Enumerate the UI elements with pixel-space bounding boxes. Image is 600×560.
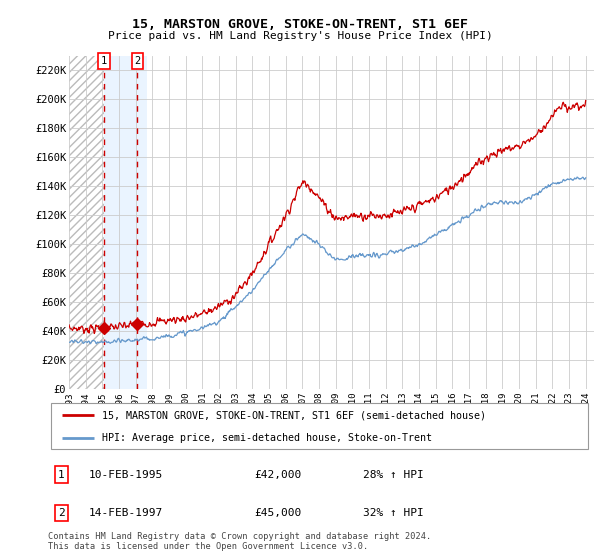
Text: 32% ↑ HPI: 32% ↑ HPI [363,508,424,518]
Text: 15, MARSTON GROVE, STOKE-ON-TRENT, ST1 6EF: 15, MARSTON GROVE, STOKE-ON-TRENT, ST1 6… [132,18,468,31]
Text: £42,000: £42,000 [254,470,302,479]
Text: HPI: Average price, semi-detached house, Stoke-on-Trent: HPI: Average price, semi-detached house,… [103,433,432,444]
Text: 2: 2 [58,508,65,518]
Text: Price paid vs. HM Land Registry's House Price Index (HPI): Price paid vs. HM Land Registry's House … [107,31,493,41]
Bar [69,56,104,389]
FancyBboxPatch shape [51,404,588,449]
Text: 10-FEB-1995: 10-FEB-1995 [89,470,163,479]
Bar [104,56,148,389]
Text: 28% ↑ HPI: 28% ↑ HPI [363,470,424,479]
Text: 1: 1 [58,470,65,479]
Text: 2: 2 [134,56,140,66]
Text: £45,000: £45,000 [254,508,302,518]
Text: 15, MARSTON GROVE, STOKE-ON-TRENT, ST1 6EF (semi-detached house): 15, MARSTON GROVE, STOKE-ON-TRENT, ST1 6… [103,410,487,421]
Text: 14-FEB-1997: 14-FEB-1997 [89,508,163,518]
Text: Contains HM Land Registry data © Crown copyright and database right 2024.
This d: Contains HM Land Registry data © Crown c… [48,532,431,552]
Text: 1: 1 [101,56,107,66]
